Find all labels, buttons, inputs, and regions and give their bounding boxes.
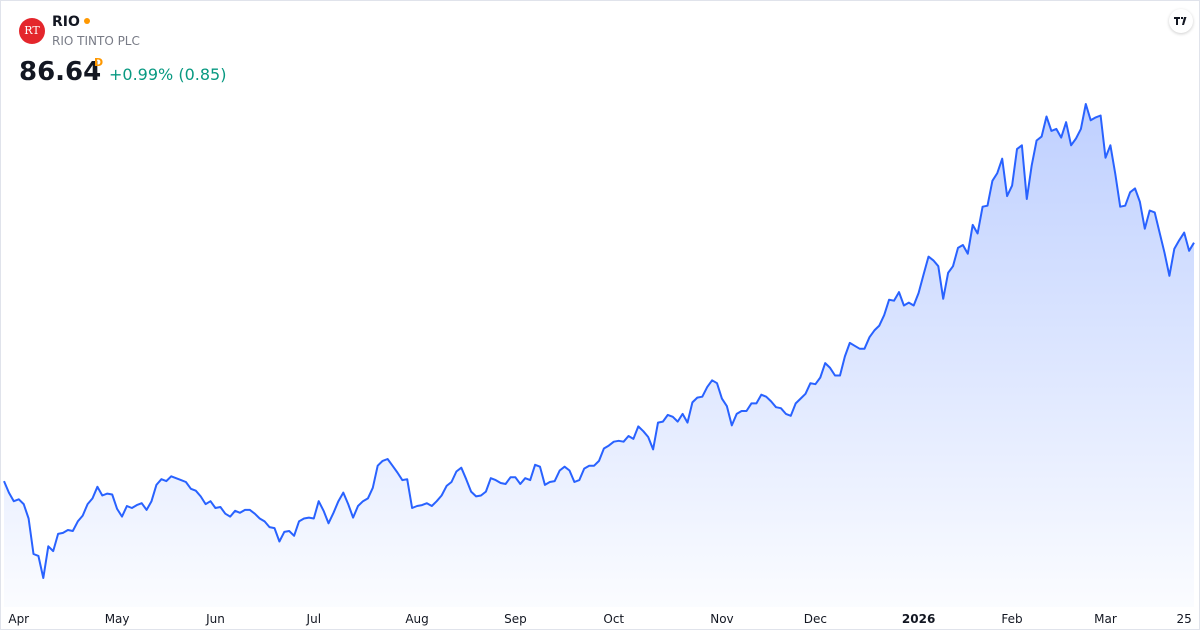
x-tick-label: Apr	[8, 612, 29, 626]
logo: RT	[19, 18, 45, 44]
interval: D	[94, 56, 104, 69]
tv-icon	[1174, 17, 1187, 25]
change: +0.99% (0.85)	[109, 65, 227, 84]
x-tick-label: Jun	[205, 612, 225, 626]
x-tick-label: Dec	[804, 612, 827, 626]
status-dot	[83, 18, 90, 24]
price: 86.64	[19, 57, 102, 87]
x-tick-label: May	[105, 612, 130, 626]
x-tick-label: Nov	[710, 612, 733, 626]
company-name: RIO TINTO PLC	[52, 34, 140, 48]
x-tick-label: 25	[1177, 612, 1192, 626]
x-tick-label: Aug	[405, 612, 428, 626]
x-tick-label: 2026	[902, 612, 935, 626]
x-tick-label: Oct	[603, 612, 624, 626]
x-tick-label: Sep	[504, 612, 527, 626]
symbol[interactable]: RIO	[52, 14, 80, 30]
tradingview-logo[interactable]	[1169, 9, 1193, 33]
price-line	[3, 103, 1195, 579]
area-fill	[4, 104, 1194, 607]
x-tick-label: Mar	[1094, 612, 1117, 626]
x-tick-label: Jul	[306, 612, 321, 626]
x-tick-label: Feb	[1001, 612, 1022, 626]
symbol-row: RIO	[52, 14, 90, 30]
